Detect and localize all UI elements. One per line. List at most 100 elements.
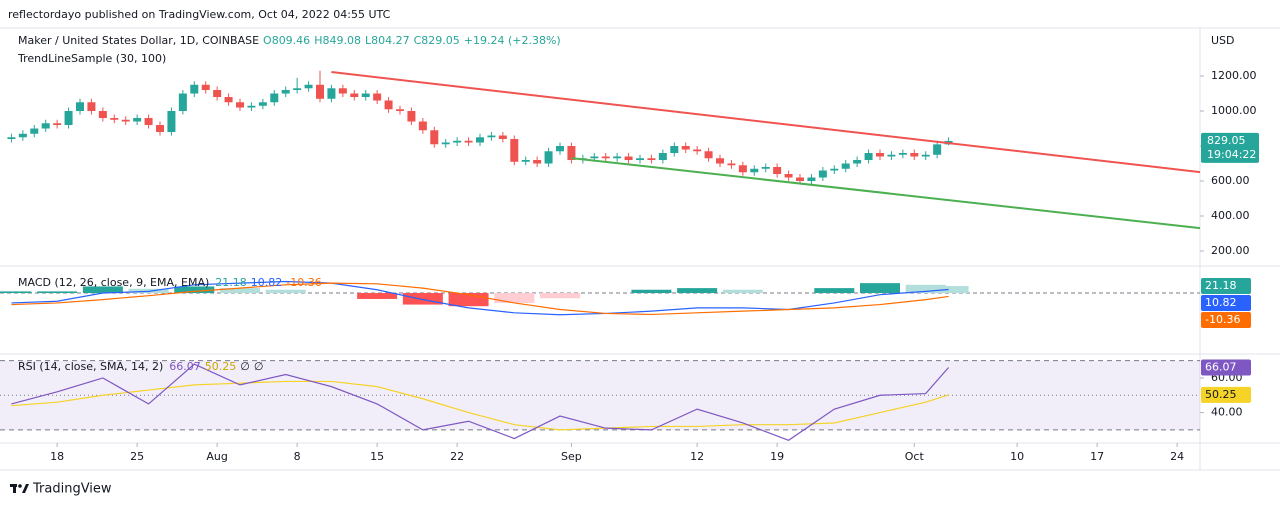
legend-value: 10.82 (251, 276, 283, 289)
legend-value: L804.27 (365, 34, 410, 47)
value-label: -10.36 (1205, 313, 1240, 326)
candle-body (53, 123, 62, 126)
macd-line (11, 280, 949, 316)
y-tick-label: 600.00 (1211, 174, 1250, 187)
candle-body (876, 153, 884, 157)
publish-info: reflectordayo published on TradingView.c… (8, 8, 391, 21)
candle-body (304, 84, 313, 89)
legend-value: O809.46 (263, 34, 310, 47)
y-tick-label: 200.00 (1211, 244, 1250, 257)
candle-body (384, 100, 393, 110)
candle-body (784, 174, 793, 178)
candle-body (601, 156, 610, 159)
candle-body (864, 153, 873, 161)
candle-body (658, 153, 667, 161)
candle-body (624, 156, 633, 161)
rsi-line (11, 363, 950, 441)
candle-body (190, 84, 199, 94)
candle-body (567, 146, 576, 161)
candle-body (533, 160, 542, 164)
candle-body (910, 153, 919, 157)
candle-body (670, 146, 679, 154)
candle-body (921, 154, 930, 157)
last-price: 829.05 (1207, 134, 1246, 147)
candle-body (807, 177, 816, 182)
candle-body (133, 118, 142, 122)
indicator-title: MACD (12, 26, close, 9, EMA, EMA) (18, 276, 209, 289)
histogram-bar (905, 284, 946, 294)
candle-body (18, 133, 27, 138)
histogram-bar (402, 293, 443, 305)
candle-body (64, 111, 73, 126)
legend-value: -10.36 (286, 276, 321, 289)
candle-body (830, 168, 839, 171)
candle-body (327, 88, 336, 99)
last-price-box (1201, 132, 1259, 163)
candle-body (350, 93, 359, 98)
candle-body (818, 170, 827, 178)
histogram-bar (357, 293, 398, 299)
histogram-bar (494, 293, 535, 303)
histogram-bar (631, 289, 672, 294)
candle-body (236, 102, 244, 108)
value-label: 10.82 (1205, 296, 1237, 309)
candle-body (887, 154, 896, 157)
legend-value: 66.07 (169, 360, 201, 373)
candle-body (7, 137, 16, 140)
histogram-bar (860, 283, 900, 294)
candle-body (407, 111, 416, 122)
candle-body (87, 102, 96, 112)
legend-value: ∅ (254, 360, 264, 373)
x-tick-label: 25 (130, 450, 144, 463)
x-tick-label: 8 (294, 450, 301, 463)
candle-body (796, 177, 804, 182)
candle-body (476, 137, 484, 143)
legend: Maker / United States Dollar, 1D, COINBA… (18, 34, 561, 47)
trend-line (331, 71, 1201, 174)
candle-body (110, 118, 119, 120)
candle-body (464, 140, 473, 143)
candle-body (201, 84, 210, 91)
candle-body (841, 163, 850, 169)
candle-body (373, 93, 382, 101)
value-label: 50.25 (1205, 388, 1237, 401)
histogram-bar (722, 289, 763, 294)
indicator-legend: MACD (12, 26, close, 9, EMA, EMA) 21.18 10… (18, 276, 322, 289)
histogram-bar (677, 288, 718, 294)
candle-body (590, 156, 599, 159)
candle-body (338, 88, 347, 94)
legend-value: +19.24 (+2.38%) (464, 34, 561, 47)
candle-body (178, 93, 187, 112)
candle-body (361, 93, 370, 98)
histogram-bar (0, 291, 32, 294)
histogram-bar (37, 291, 78, 294)
candle-body (258, 102, 267, 106)
value-label: 66.07 (1205, 360, 1237, 373)
legend-value: H849.08 (314, 34, 361, 47)
histogram-bar (540, 293, 580, 299)
indicator-title: RSI (14, close, SMA, 14, 2) (18, 360, 163, 373)
candle-body (30, 128, 39, 134)
x-tick-label: 17 (1090, 450, 1104, 463)
candle-body (441, 142, 450, 145)
x-tick-label: 22 (450, 450, 464, 463)
candle-body (761, 167, 770, 169)
candle-body (453, 140, 462, 143)
countdown: 19:04:22 (1207, 148, 1256, 161)
candle-body (898, 153, 907, 155)
candle-body (76, 102, 84, 112)
candle-body (213, 90, 222, 98)
candle-body (396, 109, 404, 112)
y-tick-label: 1200.00 (1211, 69, 1257, 82)
candle-body (41, 123, 50, 129)
x-tick-label: 12 (690, 450, 704, 463)
candle-body (716, 158, 724, 164)
x-tick-label: Aug (206, 450, 227, 463)
candle-body (270, 93, 279, 103)
candle-body (738, 165, 747, 173)
histogram-bar (82, 286, 123, 294)
x-tick-label: Sep (561, 450, 582, 463)
brand: TradingView (32, 482, 112, 497)
legend-title: Maker / United States Dollar, 1D, COINBA… (18, 34, 259, 47)
